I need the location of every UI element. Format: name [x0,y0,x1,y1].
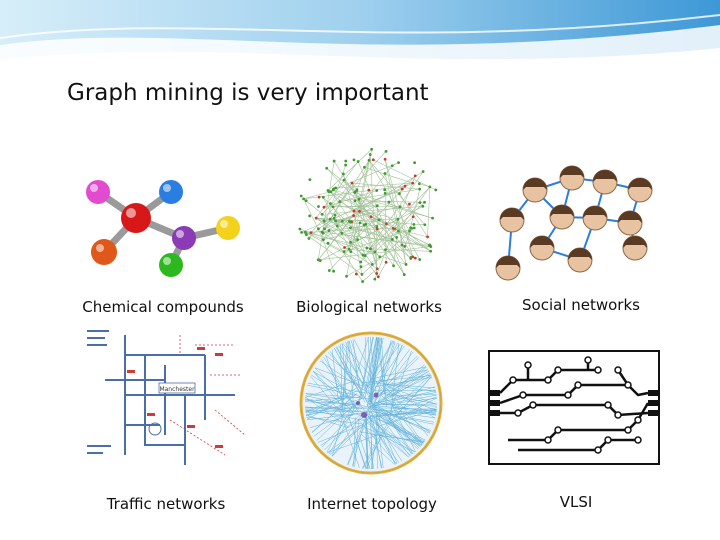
vlsi-circuit-image [488,350,660,465]
caption-traffic-networks: Traffic networks [106,495,226,513]
slide-header-banner [0,0,720,80]
internet-topology-image [299,331,443,475]
social-network-image [495,165,653,281]
atom-green [159,253,183,277]
caption-social-networks: Social networks [522,296,640,314]
caption-biological-networks: Biological networks [296,298,442,316]
atom-yellow [216,216,240,240]
atom-blue [159,180,183,204]
slide-title: Graph mining is very important [67,80,429,106]
chemical-compound-image [86,180,240,277]
biological-network-image [298,147,438,283]
atom-purple [172,226,196,250]
traffic-map-label: Manchester [159,386,195,393]
caption-internet-topology: Internet topology [307,495,437,513]
atom-red [121,203,151,233]
caption-vlsi: VLSI [559,493,593,511]
traffic-network-image: Manchester [85,325,247,470]
atom-orange [91,239,117,265]
atom-pink [86,180,110,204]
caption-chemical-compounds: Chemical compounds [82,298,244,316]
